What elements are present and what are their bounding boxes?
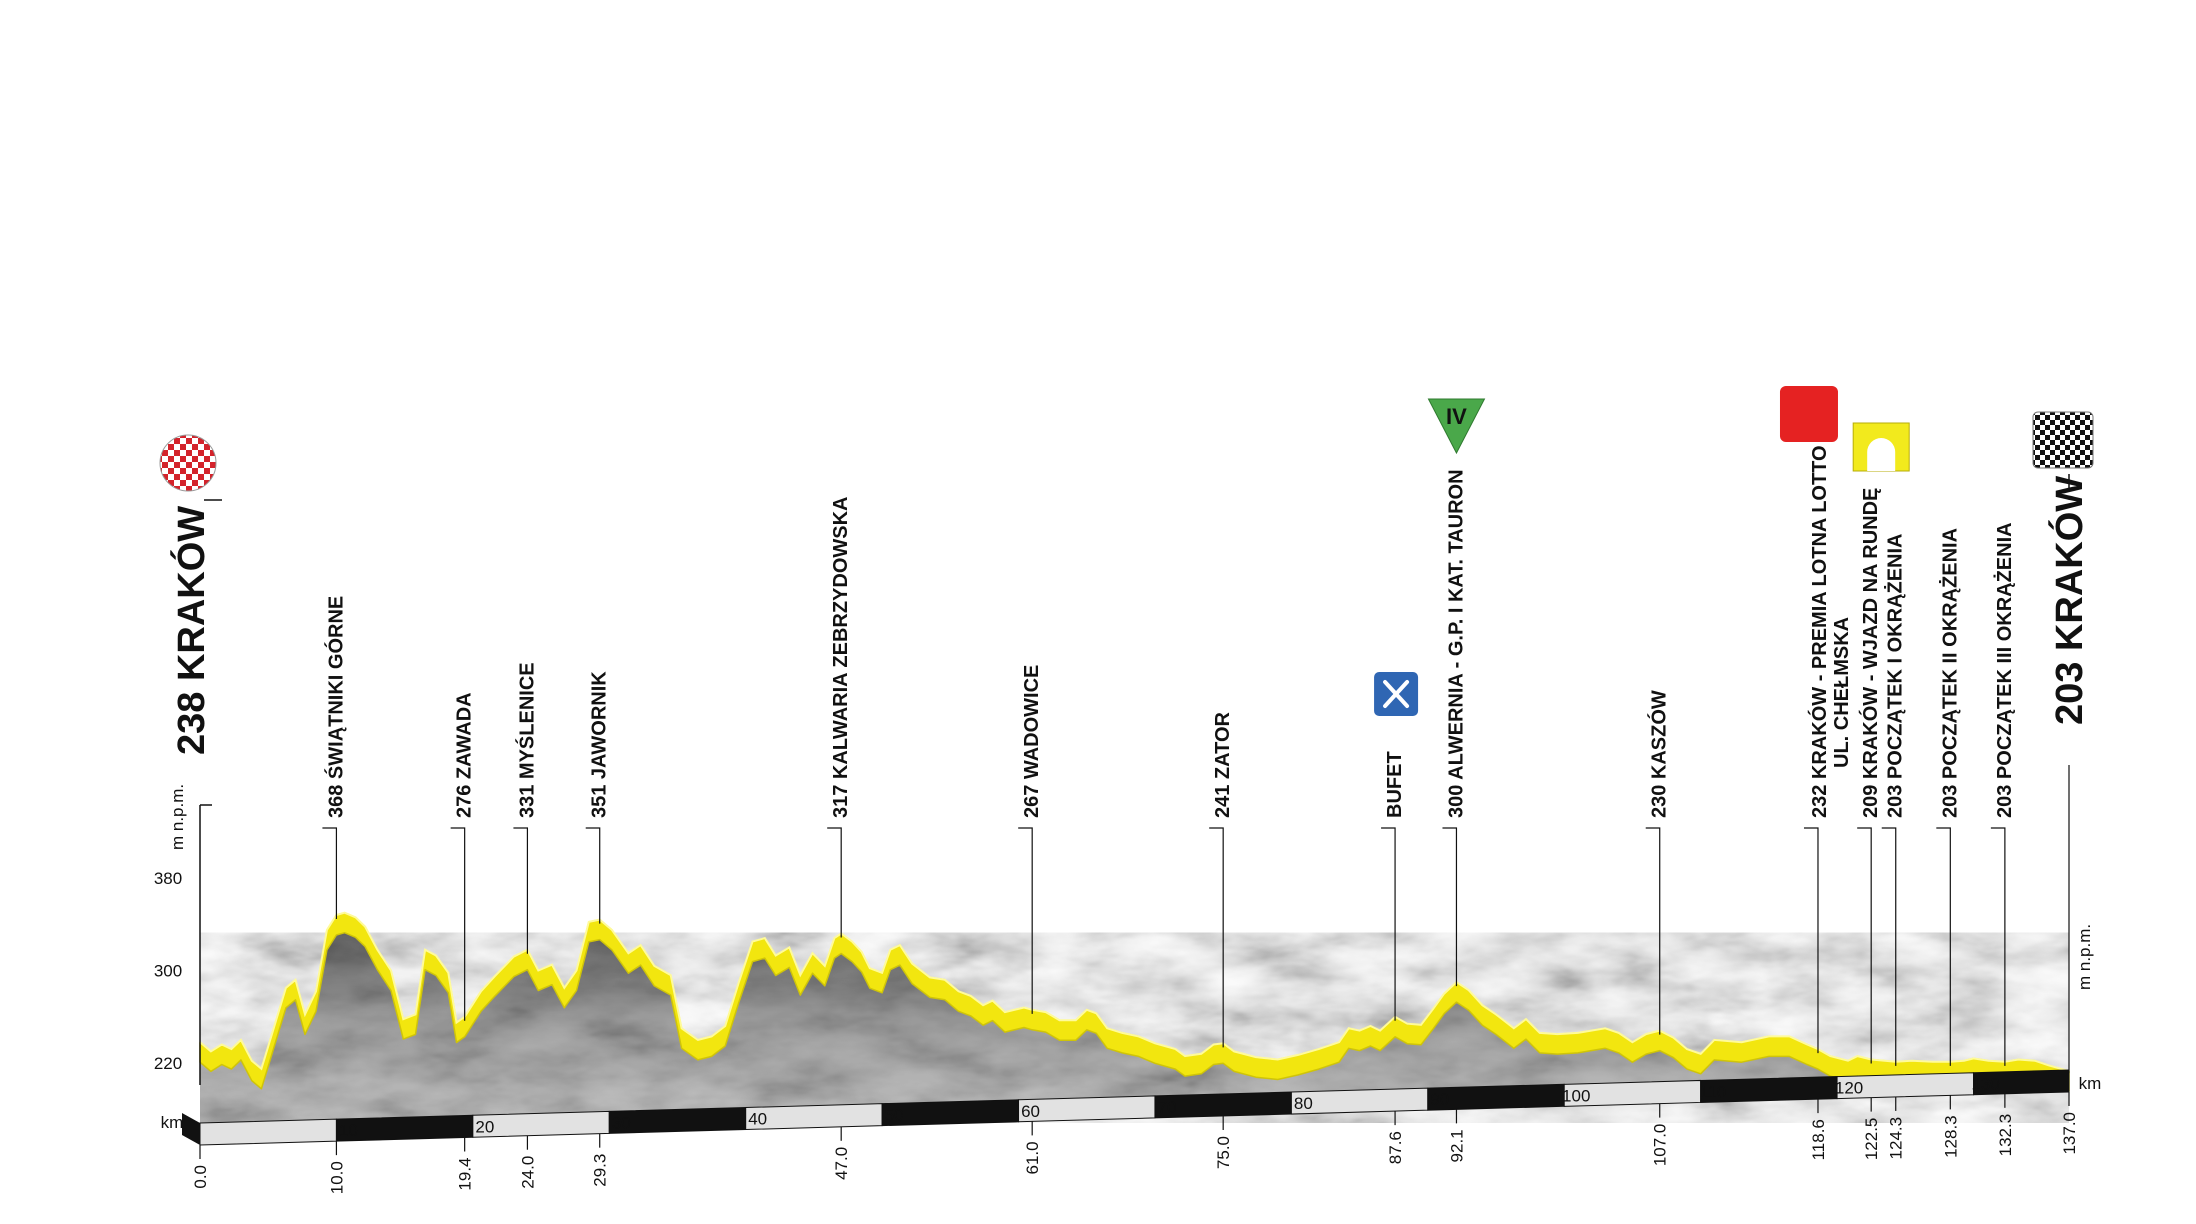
km-label: 107.0: [1651, 1124, 1670, 1167]
place-label: 331 MYŚLENICE: [514, 662, 538, 818]
circuit-icon: [1867, 438, 1896, 471]
start-flag-icon: [159, 434, 217, 492]
place-leader: [1857, 827, 1872, 1064]
start-label: 238 KRAKÓW: [169, 506, 213, 755]
km-label: 122.5: [1862, 1118, 1881, 1161]
km-label: 92.1: [1447, 1129, 1466, 1162]
place-label: 267 WADOWICE: [1021, 665, 1043, 818]
distance-segment: [199, 1118, 337, 1146]
place-label: 276 ZAWADA: [454, 692, 476, 818]
altitude-tick-label: 220: [154, 1054, 182, 1073]
place-markers: 0.0 10.0 368 ŚWIĄTNIKI GÓRNE 19.4 276 ZAWADA…: [191, 386, 2079, 1194]
mountain-prize-icon: [1427, 398, 1486, 455]
bufet-icon: [1383, 680, 1410, 708]
km-label: 61.0: [1023, 1141, 1042, 1174]
place-label: BUFET: [1384, 751, 1406, 818]
place-leader: [1936, 827, 1951, 1066]
distance-tick-label: 50: [885, 1106, 904, 1125]
place-leader: [322, 827, 338, 919]
km-label: 29.3: [591, 1154, 610, 1187]
place-leader: [1803, 827, 1819, 1054]
place-leader: [1881, 827, 1897, 1066]
distance-tick-label: 90: [1430, 1090, 1449, 1109]
place-label: 241 ZATOR: [1212, 711, 1234, 818]
sprint-icon: [1779, 386, 1838, 442]
bar-end-left: [182, 1113, 200, 1145]
place-leader: [827, 827, 842, 938]
km-label: 47.0: [832, 1147, 851, 1180]
road-edge: [199, 911, 2070, 1073]
distance-tick-label: 70: [1158, 1098, 1177, 1117]
km-label: 10.0: [327, 1161, 346, 1194]
km-label: 0.0: [191, 1165, 210, 1189]
km-label: 132.3: [1996, 1114, 2015, 1157]
place-label-line2: UL. CHEŁMSKA: [1831, 617, 1853, 768]
km-label: 19.4: [456, 1157, 475, 1190]
distance-tick-label: 130: [1971, 1075, 1999, 1094]
place-label: 368 ŚWIĄTNIKI GÓRNE: [323, 596, 347, 818]
km-label: 118.6: [1809, 1119, 1828, 1160]
place-leader: [1018, 827, 1033, 1014]
rock-face: [200, 932, 2069, 1123]
place-label: 232 KRAKÓW - PREMIA LOTNA LOTTO: [1807, 445, 1831, 818]
distance-tick-label: 120: [1835, 1079, 1863, 1098]
place-label: 209 KRAKÓW - WJAZD NA RUNDĘ: [1858, 488, 1882, 818]
distance-tick-label: 20: [475, 1117, 494, 1136]
distance-tick-label: 60: [1021, 1102, 1040, 1121]
km-label: 137.0: [2060, 1112, 2079, 1155]
altitude-unit-right: m n.p.m.: [2075, 924, 2094, 990]
distance-tick-label: 80: [1294, 1094, 1313, 1113]
place-leader: [1442, 827, 1458, 987]
km-label: 124.3: [1887, 1117, 1906, 1160]
place-leader: [1209, 827, 1224, 1048]
finish-label: 203 KRAKÓW: [2047, 476, 2091, 725]
km-label: 24.0: [518, 1156, 537, 1189]
place-leader: [585, 827, 601, 924]
place-leader: [1381, 827, 1396, 1021]
finish-flag-icon: [2032, 411, 2094, 469]
km-label: 87.6: [1386, 1131, 1405, 1164]
altitude-unit-left: m n.p.m.: [168, 784, 187, 850]
distance-tick-label: 10: [339, 1121, 358, 1140]
distance-tick-label: 100: [1562, 1086, 1590, 1105]
place-label: 203 POCZĄTEK I OKRĄŻENIA: [1884, 534, 1907, 818]
place-leader: [450, 827, 466, 1021]
place-label: 230 KASZÓW: [1647, 690, 1671, 818]
distance-unit-left: km: [161, 1113, 184, 1132]
altitude-tick-label: 300: [154, 962, 182, 981]
place-label: 300 ALWERNIA - G.P. I KAT. TAURON: [1445, 469, 1467, 818]
place-leader: [1645, 827, 1661, 1035]
distance-tick-label: 30: [612, 1113, 631, 1132]
place-label: 317 KALWARIA ZEBRZYDOWSKA: [830, 496, 852, 818]
place-label: 203 POCZĄTEK III OKRĄŻENIA: [1993, 522, 2016, 818]
km-label: 75.0: [1214, 1136, 1233, 1169]
place-leader: [513, 827, 529, 954]
distance-unit-right: km: [2079, 1074, 2102, 1093]
distance-bar: 10 20 30 40 50 60 70 80 90 100 110 120 130 km km: [161, 1069, 2102, 1146]
altitude-tick-label: 380: [154, 869, 182, 888]
place-label: 351 JAWORNIK: [589, 671, 611, 818]
start-finish-markers: 238 KRAKÓW 203 KRAKÓW: [159, 411, 2094, 1074]
distance-tick-label: 110: [1699, 1082, 1726, 1101]
altitude-axis: 220 300 380 m n.p.m. m n.p.m.: [154, 784, 2094, 1085]
distance-tick-label: 40: [748, 1110, 767, 1129]
mountain-prize-category: IV: [1446, 404, 1467, 429]
km-label: 128.3: [1941, 1115, 1960, 1158]
place-leader: [1990, 827, 2006, 1066]
place-label: 203 POCZĄTEK II OKRĄŻENIA: [1938, 528, 1961, 818]
